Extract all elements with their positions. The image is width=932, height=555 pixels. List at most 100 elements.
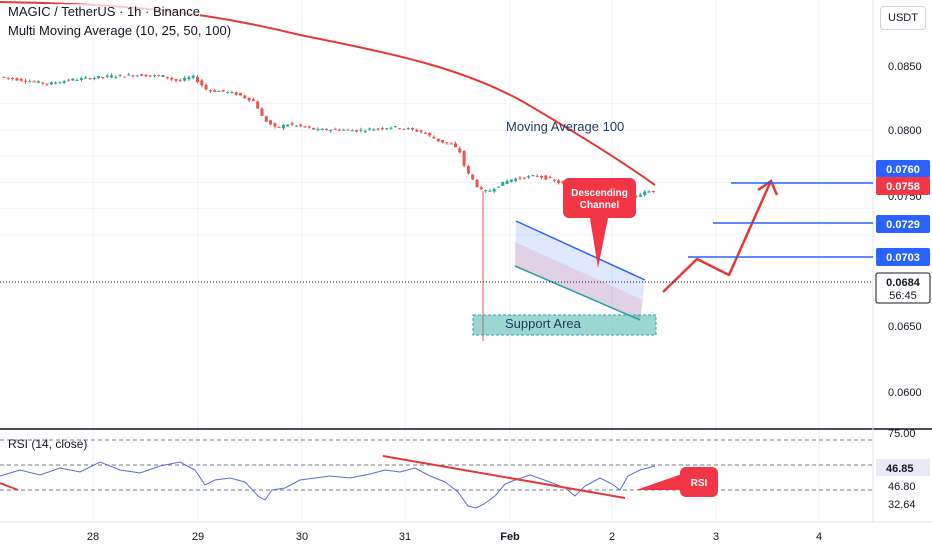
candle-body	[385, 128, 389, 130]
candle-body	[505, 180, 509, 184]
candle-body	[62, 81, 66, 83]
projection-path	[662, 182, 772, 293]
rsi-callout-box	[680, 467, 718, 497]
candle-body	[346, 129, 350, 131]
rsi-tick-label: 32.64	[888, 499, 916, 511]
candle-body	[312, 127, 316, 130]
candle-body	[88, 78, 92, 80]
candle-body	[122, 76, 126, 78]
candle-body	[376, 128, 380, 130]
candle-body	[221, 89, 225, 92]
candle-body	[303, 126, 307, 128]
candle-body	[535, 175, 539, 177]
support-area-label: Support Area	[505, 316, 582, 331]
candle-body	[19, 78, 23, 81]
candle-body	[191, 75, 195, 78]
rsi-current-label: 46.85	[886, 463, 914, 475]
candle-body	[97, 76, 101, 79]
candle-body	[239, 92, 242, 96]
candle-body	[144, 74, 148, 77]
target-badge-bg	[876, 215, 930, 233]
candle-body	[75, 79, 79, 81]
rsi-callout: RSI	[636, 467, 718, 497]
candle-body	[49, 82, 53, 85]
rsi-pane	[0, 439, 873, 509]
symbol-title: MAGIC / TetherUS · 1h · Binance	[8, 4, 200, 19]
candle-body	[148, 75, 152, 77]
candle-body	[196, 76, 199, 83]
candle-body	[247, 97, 251, 101]
time-tick-label: 28	[87, 531, 99, 543]
candle-body	[643, 191, 647, 195]
candle-body	[531, 175, 535, 177]
candle-body	[269, 120, 273, 125]
callout-box	[563, 178, 636, 218]
candle-body	[217, 91, 221, 93]
rsi-divergence-line	[382, 455, 626, 499]
candle-body	[153, 75, 156, 77]
grid-lines	[0, 0, 873, 522]
candle-body	[131, 75, 135, 77]
time-tick-label: Feb	[500, 531, 520, 543]
candle-body	[11, 77, 15, 79]
time-tick-label: 30	[296, 531, 308, 543]
callout-pointer	[590, 218, 608, 268]
candle-body	[475, 179, 479, 188]
time-tick-label: 31	[399, 531, 411, 543]
ma100-label: Moving Average 100	[506, 119, 624, 134]
price-tick-label: 0.0850	[888, 61, 922, 73]
candle-body	[165, 76, 169, 79]
candle-body	[415, 130, 419, 132]
candle-body	[24, 80, 27, 82]
channel-fill-top	[515, 221, 645, 320]
candle-body	[441, 140, 445, 143]
candle-body	[492, 189, 496, 192]
candle-body	[329, 130, 333, 132]
candle-body	[101, 77, 105, 79]
candle-body	[557, 180, 561, 183]
rsi-current-bg	[876, 459, 930, 476]
candle-body	[651, 190, 655, 192]
candle-body	[411, 127, 414, 130]
candle-body	[243, 95, 247, 99]
callout-text-line1: Descending	[571, 188, 628, 199]
candle-body	[277, 126, 281, 128]
candle-body	[428, 132, 432, 136]
candle-body	[110, 75, 113, 78]
price-tick-label: 0.0800	[888, 125, 922, 137]
candle-body	[552, 179, 556, 181]
rsi-divergence-line-left	[0, 482, 19, 491]
currency-unit-button[interactable]: USDT	[880, 6, 926, 30]
candle-body	[187, 77, 191, 80]
candle-body	[436, 138, 440, 142]
candle-body	[114, 76, 118, 78]
candle-body	[359, 129, 363, 131]
candle-body	[290, 123, 294, 125]
candle-body	[67, 79, 70, 81]
candle-body	[226, 91, 230, 93]
candle-body	[406, 128, 410, 130]
target-badge-text: 0.0703	[886, 252, 920, 264]
candle-body	[497, 186, 500, 188]
indicator-title: Multi Moving Average (10, 25, 50, 100)	[8, 23, 232, 38]
support-area-box	[472, 314, 657, 336]
price-tick-label: 0.0650	[888, 321, 922, 333]
candle-body	[71, 78, 75, 81]
candle-body	[58, 82, 62, 84]
projection-arrowhead	[757, 179, 779, 196]
candle-body	[514, 178, 518, 181]
candle-body	[634, 196, 638, 198]
candle-body	[264, 116, 268, 122]
candle-body	[466, 166, 470, 174]
candle-body	[200, 80, 204, 86]
candle-body	[355, 129, 359, 132]
candle-body	[118, 74, 122, 76]
candle-body	[45, 83, 49, 85]
candle-body	[458, 148, 462, 153]
candle-body	[522, 177, 526, 179]
candle-body	[208, 90, 212, 92]
candle-body	[638, 194, 642, 197]
